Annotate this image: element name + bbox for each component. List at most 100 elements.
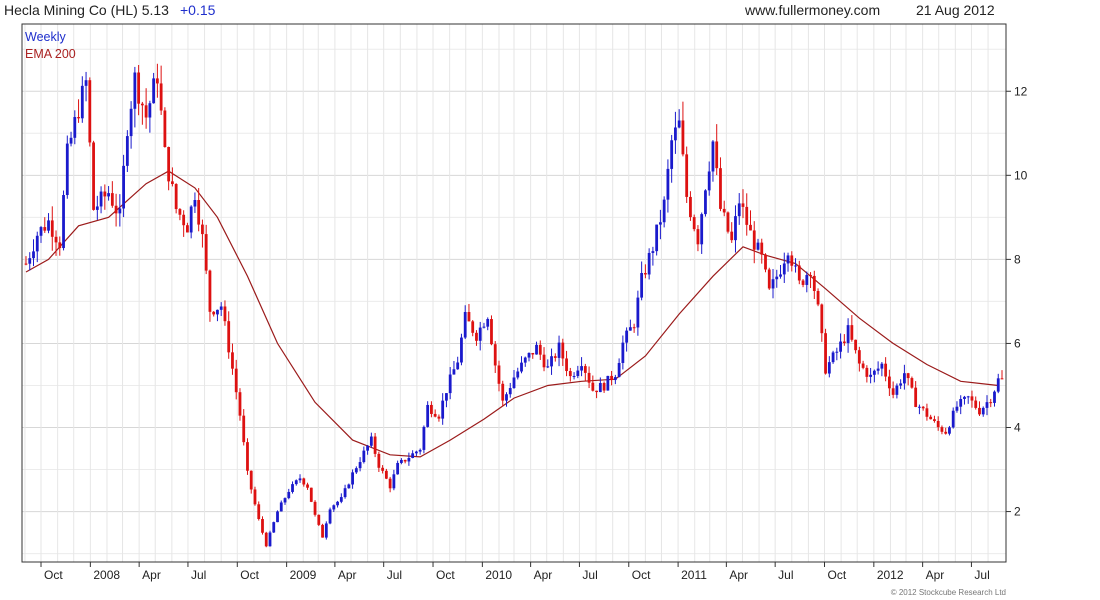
candle-body (92, 142, 95, 210)
candle (171, 167, 174, 187)
candle-body (598, 383, 602, 393)
candle (246, 438, 249, 475)
candle-body (110, 193, 114, 206)
candle (824, 328, 827, 375)
candle-body (674, 127, 677, 141)
candle-body (970, 396, 974, 401)
candle-body (692, 217, 696, 230)
candle-body (460, 337, 463, 363)
candle-body (996, 378, 1000, 392)
candle (257, 501, 261, 521)
candle (963, 395, 966, 405)
candle-body (963, 396, 966, 399)
candle (929, 414, 933, 420)
candle-body (948, 427, 951, 434)
candle-body (204, 234, 208, 271)
candle (595, 390, 598, 399)
x-tick-label: Oct (240, 568, 259, 582)
candle (948, 425, 951, 436)
candle-body (212, 311, 216, 315)
candle-body (354, 468, 358, 473)
candle (516, 367, 520, 380)
candle-body (422, 426, 426, 450)
candle (234, 359, 238, 400)
candle-body (640, 273, 644, 298)
candle (899, 379, 903, 390)
candle (801, 279, 805, 288)
candle (861, 360, 865, 370)
candle-body (411, 453, 415, 458)
candle (324, 521, 328, 540)
candle (80, 76, 84, 123)
candle-body (358, 462, 362, 469)
candle-body (767, 269, 771, 289)
chart-date: 21 Aug 2012 (916, 2, 995, 18)
candle-body (268, 532, 272, 547)
x-tick-label: 2011 (681, 568, 707, 582)
x-tick-label: 2010 (485, 568, 512, 582)
candle (617, 358, 621, 378)
candle-body (531, 352, 535, 355)
y-axis: 2 4 6 8 10 12 (1006, 84, 1028, 519)
candle-body (764, 254, 767, 270)
y-tick-label: 10 (1014, 168, 1028, 182)
candle-body (433, 413, 437, 417)
candle-body (918, 406, 921, 408)
candle-body (163, 110, 167, 148)
x-tick-label: Oct (44, 568, 63, 582)
candle (756, 238, 760, 251)
candle (993, 390, 996, 407)
candle-body (824, 333, 827, 374)
candle (865, 365, 869, 383)
candle (936, 416, 940, 431)
candle-body (497, 365, 501, 384)
x-tick-label: Jul (582, 568, 597, 582)
candle-body (719, 168, 722, 209)
candle-body (99, 191, 103, 207)
candle (846, 318, 850, 353)
candle-body (670, 140, 674, 169)
candle-body (903, 373, 906, 384)
candle (65, 135, 69, 199)
candle-body (186, 225, 189, 233)
candle-body (478, 327, 482, 341)
candle-body (189, 206, 193, 233)
candle-body (865, 367, 869, 377)
candle (125, 130, 129, 173)
candle (587, 366, 591, 389)
candle-body (332, 505, 336, 510)
x-tick-label: Apr (338, 568, 357, 582)
candle-body (993, 391, 996, 403)
candle (527, 352, 531, 362)
candle (84, 71, 88, 102)
candle (512, 369, 516, 389)
candle-body (779, 274, 782, 277)
candle (396, 460, 400, 475)
candle-body (895, 385, 899, 395)
candle-body (812, 275, 816, 291)
candle-body (925, 408, 929, 417)
website-link[interactable]: www.fullermoney.com (745, 2, 881, 18)
candle (110, 181, 114, 208)
candle-body (118, 208, 122, 214)
candle-body (396, 462, 400, 475)
candle (197, 188, 201, 232)
candle (880, 361, 884, 377)
candle-body (760, 242, 764, 255)
candle-body (602, 383, 606, 391)
candle-body (234, 368, 238, 393)
candle (737, 193, 741, 225)
candle-body (940, 427, 944, 432)
candle (216, 309, 219, 322)
candle (662, 196, 666, 228)
candle-body (591, 382, 595, 391)
candle-body (955, 406, 959, 411)
candle (857, 346, 861, 372)
candle-body (62, 195, 65, 249)
x-axis: Oct 2008 Apr Jul Oct 2009 Apr Jul Oct 2010 Apr Jul O… (40, 562, 990, 582)
x-tick-label: Jul (778, 568, 793, 582)
candle-body (317, 514, 321, 525)
candle-body (223, 306, 227, 322)
candle (309, 487, 313, 503)
candle (69, 131, 73, 147)
